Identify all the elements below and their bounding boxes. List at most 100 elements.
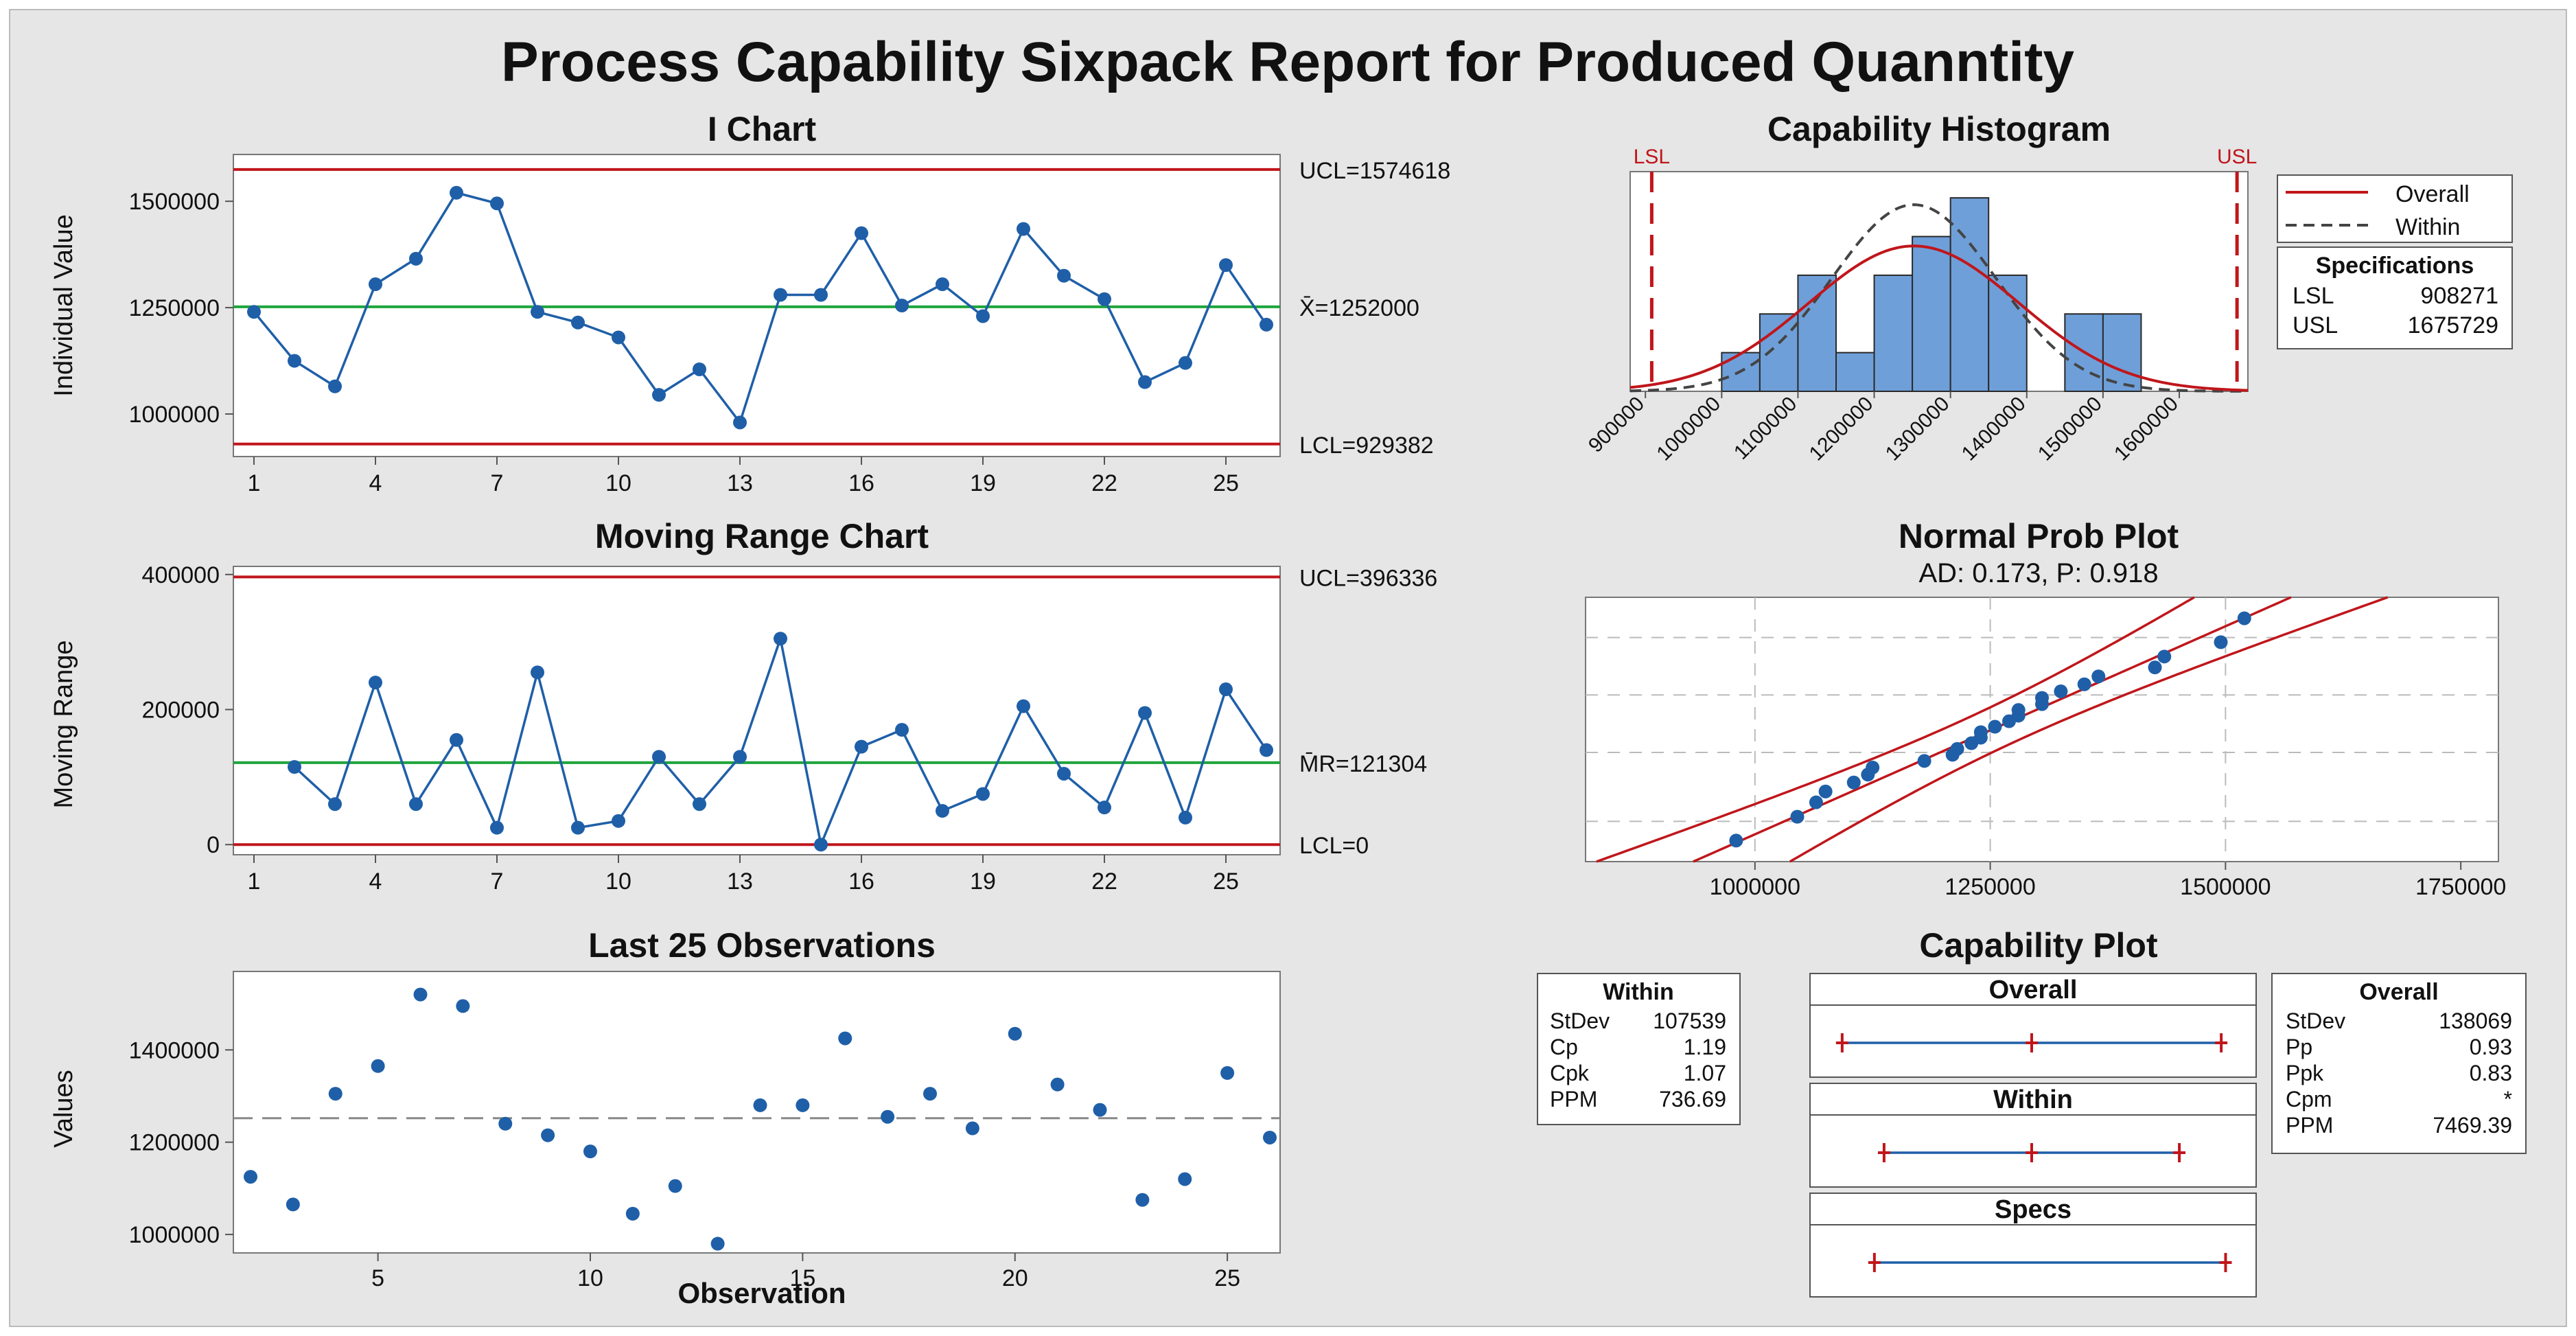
last25-point-7: [456, 999, 470, 1013]
mr-chart-ucl-label: UCL=396336: [1299, 565, 1437, 591]
last25-point-2: [244, 1170, 257, 1184]
capability-plot: Capability Plot Within StDev 107539 Cp 1…: [1537, 926, 2527, 1298]
mr-chart-point-11: [652, 750, 666, 764]
last25-point-6: [413, 987, 428, 1002]
prob-point-13: [1988, 719, 2002, 734]
i-chart-point-26: [1260, 317, 1273, 332]
mr-chart-point-5: [409, 797, 423, 811]
last25-point-3: [286, 1197, 300, 1212]
interval-header-2: [1809, 1193, 2257, 1225]
spec-usl-value: 1675729: [2408, 312, 2498, 338]
last25-point-24: [1178, 1172, 1192, 1186]
spec-usl-label: USL: [2293, 312, 2338, 338]
last25-ylabel: Values: [49, 1070, 78, 1147]
interval-panel-2: [1809, 1224, 2257, 1298]
last25-ytick-label: 1200000: [129, 1130, 220, 1156]
last25-point-18: [923, 1087, 937, 1101]
last25-point-22: [1093, 1103, 1107, 1117]
i-chart: I Chart Individual Value UCL=1574618 X̄=1…: [49, 110, 1450, 496]
histogram-title: Capability Histogram: [1767, 110, 2111, 148]
i-chart-point-6: [450, 185, 463, 200]
last25-ytick-label: 1400000: [129, 1037, 220, 1063]
mr-chart-xtick-label: 4: [369, 868, 382, 895]
mr-chart-xtick-label: 7: [491, 868, 504, 895]
mr-chart-point-12: [693, 797, 706, 811]
prob-point-18: [2035, 691, 2049, 705]
i-chart-point-24: [1179, 356, 1192, 370]
mr-chart-xtick-label: 22: [1091, 868, 1117, 895]
i-chart-point-17: [895, 299, 909, 312]
last25-point-23: [1135, 1193, 1150, 1207]
last25-title: Last 25 Observations: [588, 926, 936, 965]
mr-chart-ylabel: Moving Range: [49, 640, 78, 808]
within-cp-label: Cp: [1550, 1035, 1578, 1059]
i-chart-center-label: X̄=1252000: [1299, 295, 1419, 321]
capability-plot-title: Capability Plot: [1919, 926, 2158, 965]
i-chart-point-13: [733, 415, 747, 430]
i-chart-xtick-label: 7: [491, 470, 504, 496]
mr-chart-point-26: [1260, 743, 1273, 757]
report-title: Process Capability Sixpack Report for Pr…: [501, 31, 2074, 93]
prob-ci-upper: [1596, 596, 2195, 863]
i-chart-ytick-label: 1500000: [129, 189, 220, 215]
i-chart-point-5: [409, 251, 423, 266]
lsl-label: LSL: [1634, 146, 1670, 168]
last25-point-25: [1220, 1066, 1235, 1080]
overall-stdev-label: StDev: [2286, 1009, 2345, 1033]
prob-point-20: [2077, 677, 2091, 691]
last25-point-16: [838, 1031, 852, 1046]
i-chart-title: I Chart: [708, 110, 817, 148]
prob-xtick-label: 1000000: [1710, 874, 1800, 900]
within-stats-box: [1537, 973, 1741, 1125]
last25-point-10: [583, 1144, 597, 1159]
i-chart-xtick-label: 13: [727, 470, 753, 496]
prob-point-19: [2054, 684, 2068, 699]
i-chart-point-2: [288, 354, 301, 368]
mr-chart-point-17: [895, 723, 909, 737]
i-chart-point-3: [328, 379, 342, 393]
overall-pp-value: 0.93: [2470, 1035, 2512, 1059]
last25-point-26: [1263, 1130, 1277, 1144]
last25-point-5: [371, 1059, 385, 1073]
last25-point-20: [1008, 1026, 1022, 1041]
i-chart-point-19: [976, 309, 990, 323]
last25-xtick-label: 20: [1002, 1265, 1028, 1291]
legend-overall-label: Overall: [2395, 181, 2470, 207]
interval-header-0: [1809, 973, 2257, 1006]
spec-lsl-value: 908271: [2421, 283, 2498, 309]
i-chart-point-4: [369, 277, 382, 292]
mr-chart-point-8: [531, 665, 544, 680]
i-chart-ucl-label: UCL=1574618: [1299, 158, 1450, 184]
i-chart-point-9: [571, 315, 585, 330]
overall-curve: [1629, 244, 2249, 392]
mr-chart-center-label: M̄R=121304: [1299, 751, 1427, 777]
mr-chart-point-13: [733, 750, 747, 764]
overall-ppk-label: Ppk: [2286, 1061, 2324, 1085]
mr-chart-point-16: [855, 739, 868, 754]
overall-ppm-label: PPM: [2286, 1113, 2333, 1138]
i-chart-xtick-label: 10: [605, 470, 631, 496]
mr-chart-point-14: [774, 632, 787, 646]
mr-chart-point-25: [1219, 682, 1233, 697]
mr-chart-point-21: [1057, 766, 1071, 781]
last25-ytick-label: 1000000: [129, 1222, 220, 1248]
mr-chart-xtick-label: 1: [248, 868, 261, 895]
mr-chart-point-6: [450, 733, 463, 747]
mr-chart-lcl-label: LCL=0: [1299, 833, 1369, 859]
within-cpk-label: Cpk: [1550, 1061, 1590, 1085]
interval-title-1: Within: [1993, 1085, 2073, 1114]
i-chart-xtick-label: 25: [1213, 470, 1239, 496]
i-chart-point-7: [490, 196, 504, 211]
prob-ci-lower: [1789, 596, 2389, 863]
i-chart-point-11: [652, 388, 666, 402]
i-chart-xtick-label: 22: [1091, 470, 1117, 496]
i-chart-point-14: [774, 288, 787, 302]
i-chart-point-15: [814, 288, 828, 302]
prob-plot-subtitle: AD: 0.173, P: 0.918: [1918, 558, 2158, 588]
i-chart-point-20: [1017, 222, 1030, 236]
histogram-bar-11: [2102, 313, 2142, 393]
last25-point-12: [668, 1179, 682, 1193]
last25-point-8: [498, 1116, 513, 1131]
prob-point-22: [2148, 660, 2162, 675]
